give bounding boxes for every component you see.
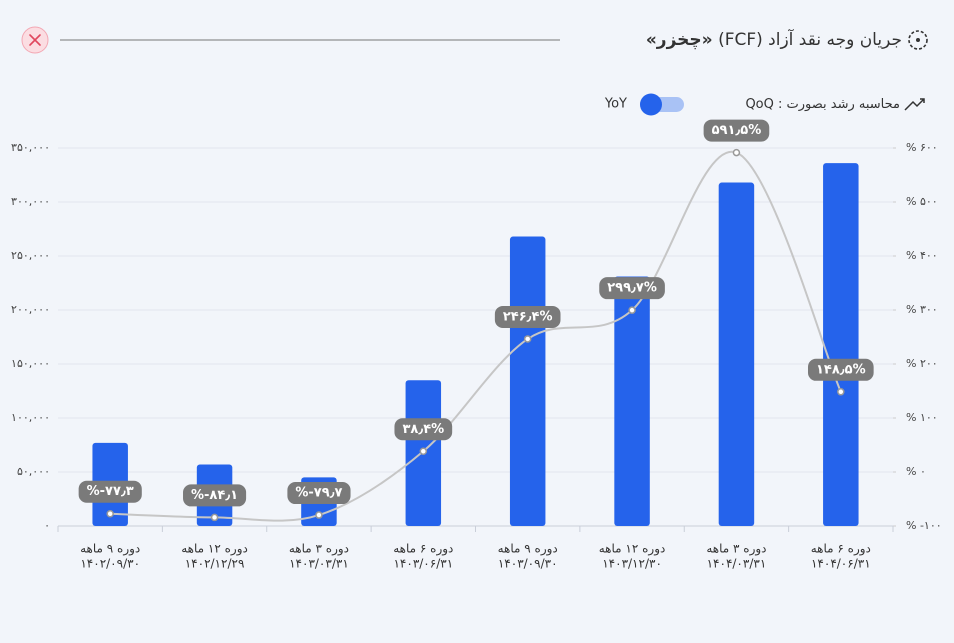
y2-tick-label: % ۶۰۰ <box>906 141 938 154</box>
x-tick-label: دوره ۱۲ ماهه <box>599 542 666 557</box>
value-label-box <box>78 480 142 503</box>
y-tick-label: ۲۰۰,۰۰۰ <box>11 303 50 316</box>
growth-point <box>315 511 323 519</box>
value-label: ۲۴۶٫۴% <box>494 305 561 328</box>
y-tick-label: ۰ <box>44 519 50 532</box>
value-label-box <box>287 482 351 505</box>
value-label-text: ۲۹۹٫۷% <box>607 281 657 296</box>
x-tick-label: دوره ۶ ماهه <box>393 542 453 557</box>
value-label-box <box>494 305 561 328</box>
value-label-box <box>703 119 770 142</box>
chart-title: جریان وجه نقد آزاد (FCF) «چخزر» <box>646 28 902 50</box>
y2-tick-label: % ۰ <box>906 465 926 478</box>
growth-point <box>419 447 428 456</box>
growth-point <box>210 513 219 522</box>
close-icon[interactable] <box>29 34 41 46</box>
growth-point <box>837 388 845 396</box>
x-tick-label: دوره ۹ ماهه <box>498 542 558 557</box>
y-tick-label: ۳۵۰,۰۰۰ <box>11 141 50 154</box>
x-tick-label: دوره ۶ ماهه <box>811 542 871 557</box>
value-label: %-۷۹٫۷ <box>287 482 351 505</box>
title-text: جریان وجه نقد آزاد (FCF) <box>718 28 902 50</box>
value-label-text: ۳۸٫۴% <box>402 422 444 437</box>
x-tick-date: ۱۴۰۴/۰۳/۳۱ <box>707 557 767 571</box>
x-tick-date: ۱۴۰۳/۰۶/۳۱ <box>393 557 453 571</box>
x-tick-date: ۱۴۰۳/۰۳/۳۱ <box>289 557 349 571</box>
value-label-box <box>807 358 874 381</box>
y2-tick-label: % ۴۰۰ <box>906 249 938 262</box>
growth-option[interactable]: YoY <box>604 97 627 112</box>
y-tick-label: ۳۰۰,۰۰۰ <box>11 195 50 208</box>
title-icon-dot <box>916 38 920 42</box>
value-label: ۱۴۸٫۵% <box>807 358 874 381</box>
x-tick-date: ۱۴۰۲/۱۲/۲۹ <box>185 557 245 571</box>
value-label: %-۸۴٫۱ <box>183 484 247 507</box>
growth-option[interactable]: QoQ <box>745 97 773 112</box>
x-tick-label: دوره ۱۲ ماهه <box>181 542 248 557</box>
x-tick-date: ۱۴۰۳/۱۲/۳۰ <box>602 557 662 571</box>
value-label-text: ۵۹۱٫۵% <box>712 123 762 138</box>
x-tick-label: دوره ۳ ماهه <box>289 542 349 557</box>
switch-knob[interactable] <box>640 93 662 116</box>
title-icon <box>908 30 928 50</box>
value-label-text: ۲۴۶٫۴% <box>503 309 553 324</box>
growth-point <box>523 335 532 343</box>
y-tick-label: ۵۰,۰۰۰ <box>17 465 50 478</box>
x-tick-label: دوره ۹ ماهه <box>80 542 140 557</box>
y2-tick-label: % ۱۰۰ <box>906 411 938 424</box>
y2-tick-label: % ۲۰۰ <box>906 357 938 370</box>
x-tick-date: ۱۴۰۲/۰۹/۳۰ <box>80 557 140 571</box>
y2-tick-label: % ۳۰۰ <box>906 303 938 316</box>
growth-point <box>732 148 741 157</box>
title-symbol: «چخزر» <box>646 30 713 50</box>
bar <box>509 236 546 526</box>
value-label-box <box>183 484 247 507</box>
y2-tick-label: % ۵۰۰ <box>906 195 938 208</box>
bar <box>823 163 859 526</box>
growth-point <box>106 509 114 518</box>
y-tick-label: ۱۰۰,۰۰۰ <box>11 411 50 424</box>
x-tick-date: ۱۴۰۳/۰۹/۳۰ <box>498 557 558 571</box>
value-label-box <box>599 277 665 300</box>
growth-label-text: محاسبه رشد بصورت : <box>778 97 900 112</box>
y-tick-label: ۲۵۰,۰۰۰ <box>11 249 50 262</box>
value-label-text: %-۷۷٫۳ <box>87 484 134 499</box>
x-tick-label: دوره ۳ ماهه <box>706 542 766 557</box>
close-button[interactable] <box>21 26 49 54</box>
y-tick-label: ۱۵۰,۰۰۰ <box>11 357 50 370</box>
value-label: %-۷۷٫۳ <box>78 480 142 503</box>
bar <box>718 182 755 526</box>
bar <box>614 276 650 526</box>
x-tick-date: ۱۴۰۴/۰۶/۳۱ <box>811 557 871 571</box>
value-label-text: ۱۴۸٫۵% <box>816 362 866 377</box>
value-label: ۵۹۱٫۵% <box>703 119 770 142</box>
growth-label: محاسبه رشد بصورت : QoQ <box>745 97 900 112</box>
value-label-box <box>394 418 453 441</box>
value-label-text: %-۷۹٫۷ <box>295 486 342 501</box>
value-label-text: %-۸۴٫۱ <box>191 488 238 503</box>
growth-icon <box>904 98 925 111</box>
value-label: ۲۹۹٫۷% <box>599 277 665 300</box>
growth-point <box>628 306 636 314</box>
value-label: ۳۸٫۴% <box>394 418 453 441</box>
growth-switch[interactable] <box>640 93 684 116</box>
y2-tick-label: % -۱۰۰ <box>906 519 942 532</box>
